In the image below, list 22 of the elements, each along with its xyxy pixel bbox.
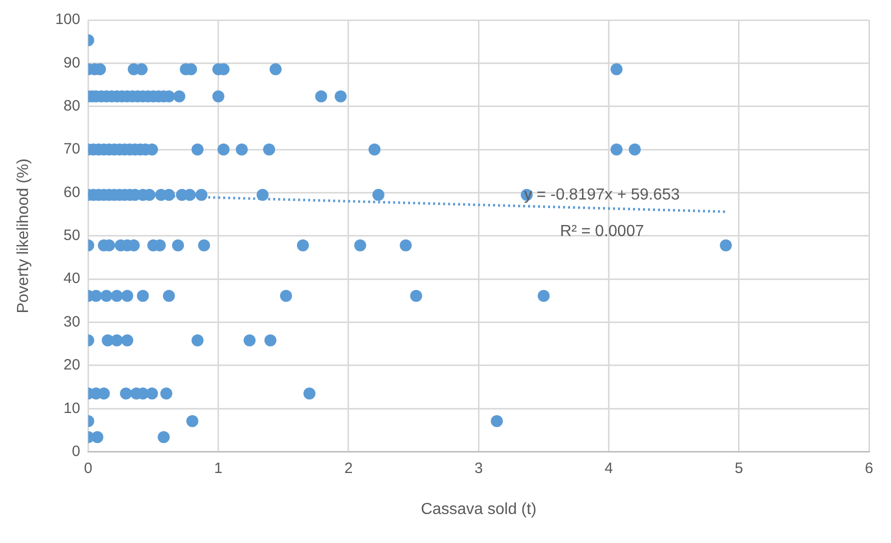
- y-tick-label: 70: [64, 140, 80, 158]
- annotation: R² = 0.0007: [560, 222, 644, 240]
- x-tick-label: 1: [214, 460, 223, 477]
- y-tick-label: 50: [64, 227, 80, 244]
- y-tick-label: 10: [64, 400, 80, 417]
- x-axis-title: Cassava sold (t): [420, 500, 536, 518]
- y-tick-label: 80: [64, 98, 80, 114]
- x-tick-label: 6: [864, 460, 874, 477]
- x-tick-label: 2: [344, 460, 353, 477]
- x-tick-label: 4: [604, 460, 613, 477]
- y-tick-label: 30: [64, 313, 80, 330]
- y-axis-title: Poverty likelihood (%): [15, 158, 32, 314]
- y-tick-label: 40: [64, 270, 80, 288]
- y-tick-label: 0: [72, 442, 80, 460]
- y-tick-label: 60: [64, 184, 80, 201]
- x-tick-label: 3: [474, 460, 483, 477]
- y-tick-label: 20: [64, 356, 80, 374]
- x-tick-label: 5: [734, 460, 744, 477]
- y-tick-label: 100: [55, 11, 80, 28]
- y-tick-label: 90: [64, 54, 80, 72]
- annotation: y = -0.8197x + 59.653: [524, 186, 680, 204]
- x-tick-label: 0: [84, 460, 92, 477]
